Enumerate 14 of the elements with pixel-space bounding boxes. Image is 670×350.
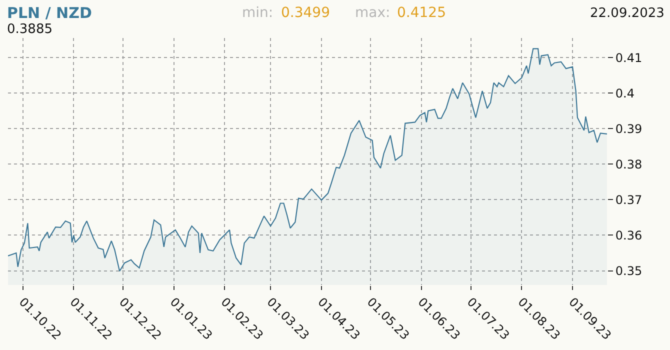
y-tick-label: 0.35: [615, 264, 642, 278]
y-tick-label: 0.4: [615, 86, 634, 100]
text: 0.4125: [397, 5, 446, 21]
text: 0.3499: [281, 5, 330, 21]
y-tick-label: 0.41: [615, 50, 642, 65]
text: min:: [242, 5, 274, 21]
y-tick-label: 0.37: [615, 192, 642, 207]
y-tick-label: 0.39: [615, 122, 642, 136]
y-tick-label: 0.38: [615, 157, 642, 172]
y-tick-label: 0.36: [615, 228, 642, 242]
text: max:: [355, 5, 390, 21]
text: 0.3885: [7, 22, 52, 37]
chart-title: PLN / NZD: [7, 4, 92, 22]
text: 22.09.2023: [590, 6, 664, 21]
